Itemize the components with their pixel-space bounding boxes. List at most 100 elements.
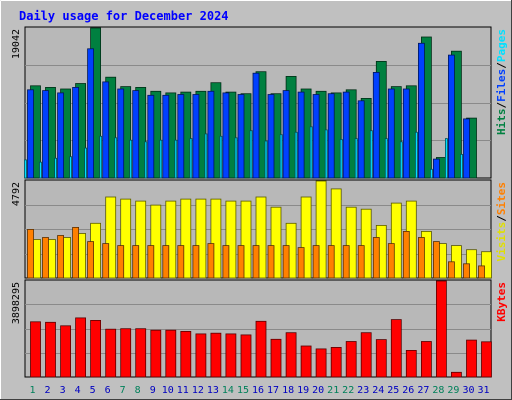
bar-sites-day-16 — [252, 245, 260, 279]
bar-files-day-26 — [402, 88, 410, 179]
bar-visits-day-31 — [481, 251, 492, 279]
bar-pages-day-27 — [414, 131, 418, 179]
bar-files-day-17 — [267, 94, 275, 179]
x-tick-label-day-1: 1 — [29, 385, 35, 396]
x-tick-label-day-3: 3 — [60, 385, 66, 396]
ymax-label-kbytes: 3898295 — [11, 282, 22, 324]
x-tick-label-day-22: 22 — [342, 385, 354, 396]
bar-sites-day-19 — [297, 247, 305, 279]
x-tick-label-day-9: 9 — [150, 385, 156, 396]
bar-sites-day-11 — [177, 245, 185, 279]
bar-kbytes-day-25 — [390, 319, 402, 378]
chart-panels: 19042Hits/Files/Pages4792Visits/Sites389… — [11, 26, 508, 378]
bar-pages-day-10 — [159, 139, 163, 179]
x-tick-label-day-23: 23 — [357, 385, 369, 396]
bar-visits-day-13 — [210, 198, 222, 279]
bar-kbytes-day-18 — [285, 332, 297, 378]
bar-visits-day-11 — [180, 198, 192, 279]
bar-kbytes-day-10 — [165, 329, 177, 378]
bar-kbytes-day-7 — [120, 328, 132, 378]
bar-sites-day-13 — [207, 243, 215, 279]
panel-kbytes: 3898295 KBytes — [11, 279, 508, 378]
bar-files-day-29 — [447, 54, 455, 179]
bar-kbytes-day-12 — [195, 333, 207, 378]
bar-files-day-27 — [417, 42, 425, 179]
bar-pages-day-28 — [429, 168, 433, 179]
bar-kbytes-day-19 — [300, 345, 312, 378]
x-tick-label-day-13: 13 — [207, 385, 219, 396]
bar-pages-day-2 — [39, 161, 42, 179]
bar-sites-day-25 — [387, 243, 395, 279]
legend-entry-hits-0: Hits — [495, 109, 508, 136]
bar-pages-day-3 — [54, 157, 57, 179]
bar-sites-day-2 — [42, 237, 49, 279]
bar-kbytes-day-8 — [135, 328, 147, 378]
bar-kbytes-day-9 — [150, 329, 162, 378]
bar-kbytes-day-23 — [360, 332, 372, 378]
x-tick-label-day-16: 16 — [252, 385, 264, 396]
bar-files-day-22 — [342, 91, 350, 179]
x-tick-label-day-26: 26 — [402, 385, 414, 396]
x-tick-label-day-15: 15 — [237, 385, 249, 396]
ymax-label-hits: 19042 — [11, 29, 22, 59]
bar-sites-day-31 — [478, 265, 485, 279]
bar-files-day-5 — [87, 48, 94, 179]
bar-sites-day-9 — [147, 245, 155, 279]
bar-kbytes-day-11 — [180, 330, 192, 378]
bar-sites-day-5 — [87, 241, 94, 279]
bar-sites-day-18 — [282, 245, 290, 279]
bar-files-day-21 — [327, 93, 335, 179]
bar-pages-day-30 — [460, 153, 463, 179]
series-files — [27, 42, 470, 179]
bar-files-day-1 — [27, 89, 34, 179]
bar-files-day-2 — [42, 90, 49, 179]
bar-kbytes-day-29 — [450, 371, 462, 378]
bar-files-day-11 — [177, 94, 185, 179]
bar-files-day-12 — [192, 94, 200, 179]
bar-pages-day-17 — [264, 140, 268, 179]
bar-files-day-28 — [432, 158, 440, 179]
bar-kbytes-day-31 — [481, 341, 492, 378]
bar-kbytes-day-30 — [466, 339, 477, 378]
legend-entry-hits-2: Files — [495, 69, 508, 102]
bar-files-day-10 — [162, 94, 170, 179]
bar-kbytes-day-20 — [315, 348, 327, 378]
bar-pages-day-12 — [189, 138, 193, 179]
bar-pages-day-21 — [324, 129, 328, 179]
bar-kbytes-day-15 — [240, 334, 252, 378]
bar-pages-day-23 — [354, 138, 358, 179]
bar-visits-day-9 — [150, 204, 162, 279]
bar-files-day-18 — [282, 90, 290, 179]
x-tick-label-day-31: 31 — [477, 385, 489, 396]
bar-files-day-14 — [222, 92, 230, 179]
bar-sites-day-10 — [162, 245, 170, 279]
bar-sites-day-1 — [27, 228, 34, 279]
bar-pages-day-1 — [24, 159, 27, 179]
bar-pages-day-6 — [99, 135, 103, 179]
bar-pages-day-26 — [399, 141, 403, 179]
bar-sites-day-15 — [237, 245, 245, 279]
bar-pages-day-4 — [69, 156, 72, 179]
bar-kbytes-day-26 — [405, 349, 417, 378]
bar-files-day-30 — [463, 118, 470, 179]
bar-visits-day-10 — [165, 200, 177, 279]
legend-kbytes: KBytes — [495, 282, 508, 322]
bar-sites-day-27 — [417, 237, 425, 279]
series-pages — [24, 126, 463, 179]
legend-entry-visits-2: Sites — [495, 182, 508, 215]
x-tick-label-day-14: 14 — [222, 385, 234, 396]
x-tick-label-day-30: 30 — [462, 385, 474, 396]
bar-sites-day-21 — [327, 245, 335, 279]
bar-visits-day-8 — [135, 200, 147, 279]
bar-files-day-13 — [207, 90, 215, 179]
x-tick-label-day-2: 2 — [44, 385, 50, 396]
bar-pages-day-7 — [114, 137, 118, 179]
bar-pages-day-13 — [204, 133, 208, 179]
series-sites — [27, 226, 485, 279]
legend-entry-hits-4: Pages — [495, 29, 508, 62]
x-tick-label-day-21: 21 — [327, 385, 339, 396]
bar-sites-day-26 — [402, 230, 410, 279]
bar-visits-day-6 — [105, 196, 117, 279]
bar-visits-day-20 — [315, 180, 327, 279]
